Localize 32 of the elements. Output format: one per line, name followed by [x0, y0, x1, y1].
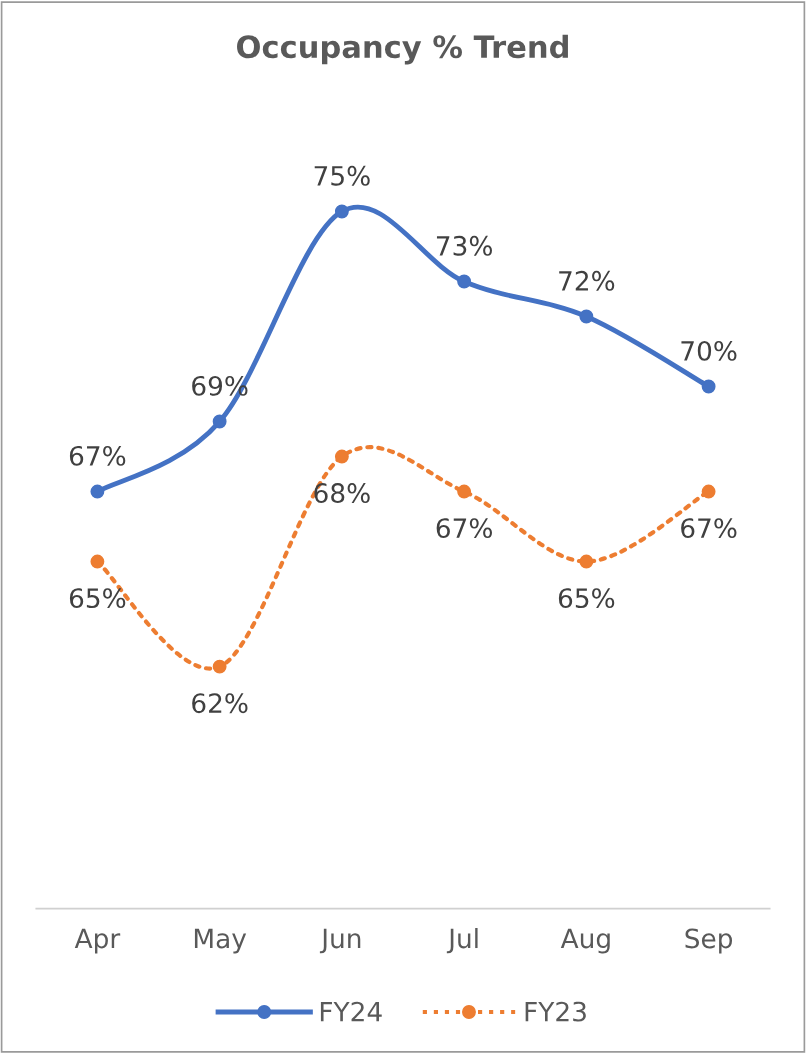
- legend-label: FY24: [320, 1001, 382, 1022]
- point: [457, 274, 472, 289]
- point: [701, 484, 716, 499]
- x-tick-label: Aug: [560, 928, 610, 954]
- data-label: 73%: [436, 235, 492, 256]
- x-tick-label: Apr: [74, 928, 121, 954]
- x-tick-label: Jul: [446, 927, 478, 954]
- point: [90, 484, 105, 499]
- x-tick-label: Jun: [319, 928, 361, 954]
- point: [212, 659, 227, 674]
- data-label: 65%: [558, 588, 615, 609]
- data-label: 72%: [559, 270, 615, 291]
- data-label: 67%: [69, 445, 126, 466]
- point: [579, 554, 594, 569]
- point: [212, 414, 227, 429]
- data-label: 67%: [436, 518, 492, 539]
- x-tick-label: Sep: [685, 928, 733, 954]
- point: [457, 484, 472, 499]
- data-label: 70%: [681, 340, 737, 361]
- legend-label: FY23: [525, 1001, 586, 1022]
- chart-title: Occupancy % Trend: [237, 34, 568, 65]
- data-label: 75%: [314, 165, 370, 186]
- data-label: 68%: [314, 483, 370, 504]
- point: [579, 309, 594, 324]
- data-label: 65%: [69, 588, 126, 609]
- point: [334, 204, 349, 219]
- data-label: 67%: [681, 518, 737, 539]
- point: [90, 554, 105, 569]
- x-tick-label: May: [194, 928, 247, 954]
- data-label: 62%: [192, 693, 248, 714]
- point: [701, 379, 716, 394]
- point: [334, 449, 349, 464]
